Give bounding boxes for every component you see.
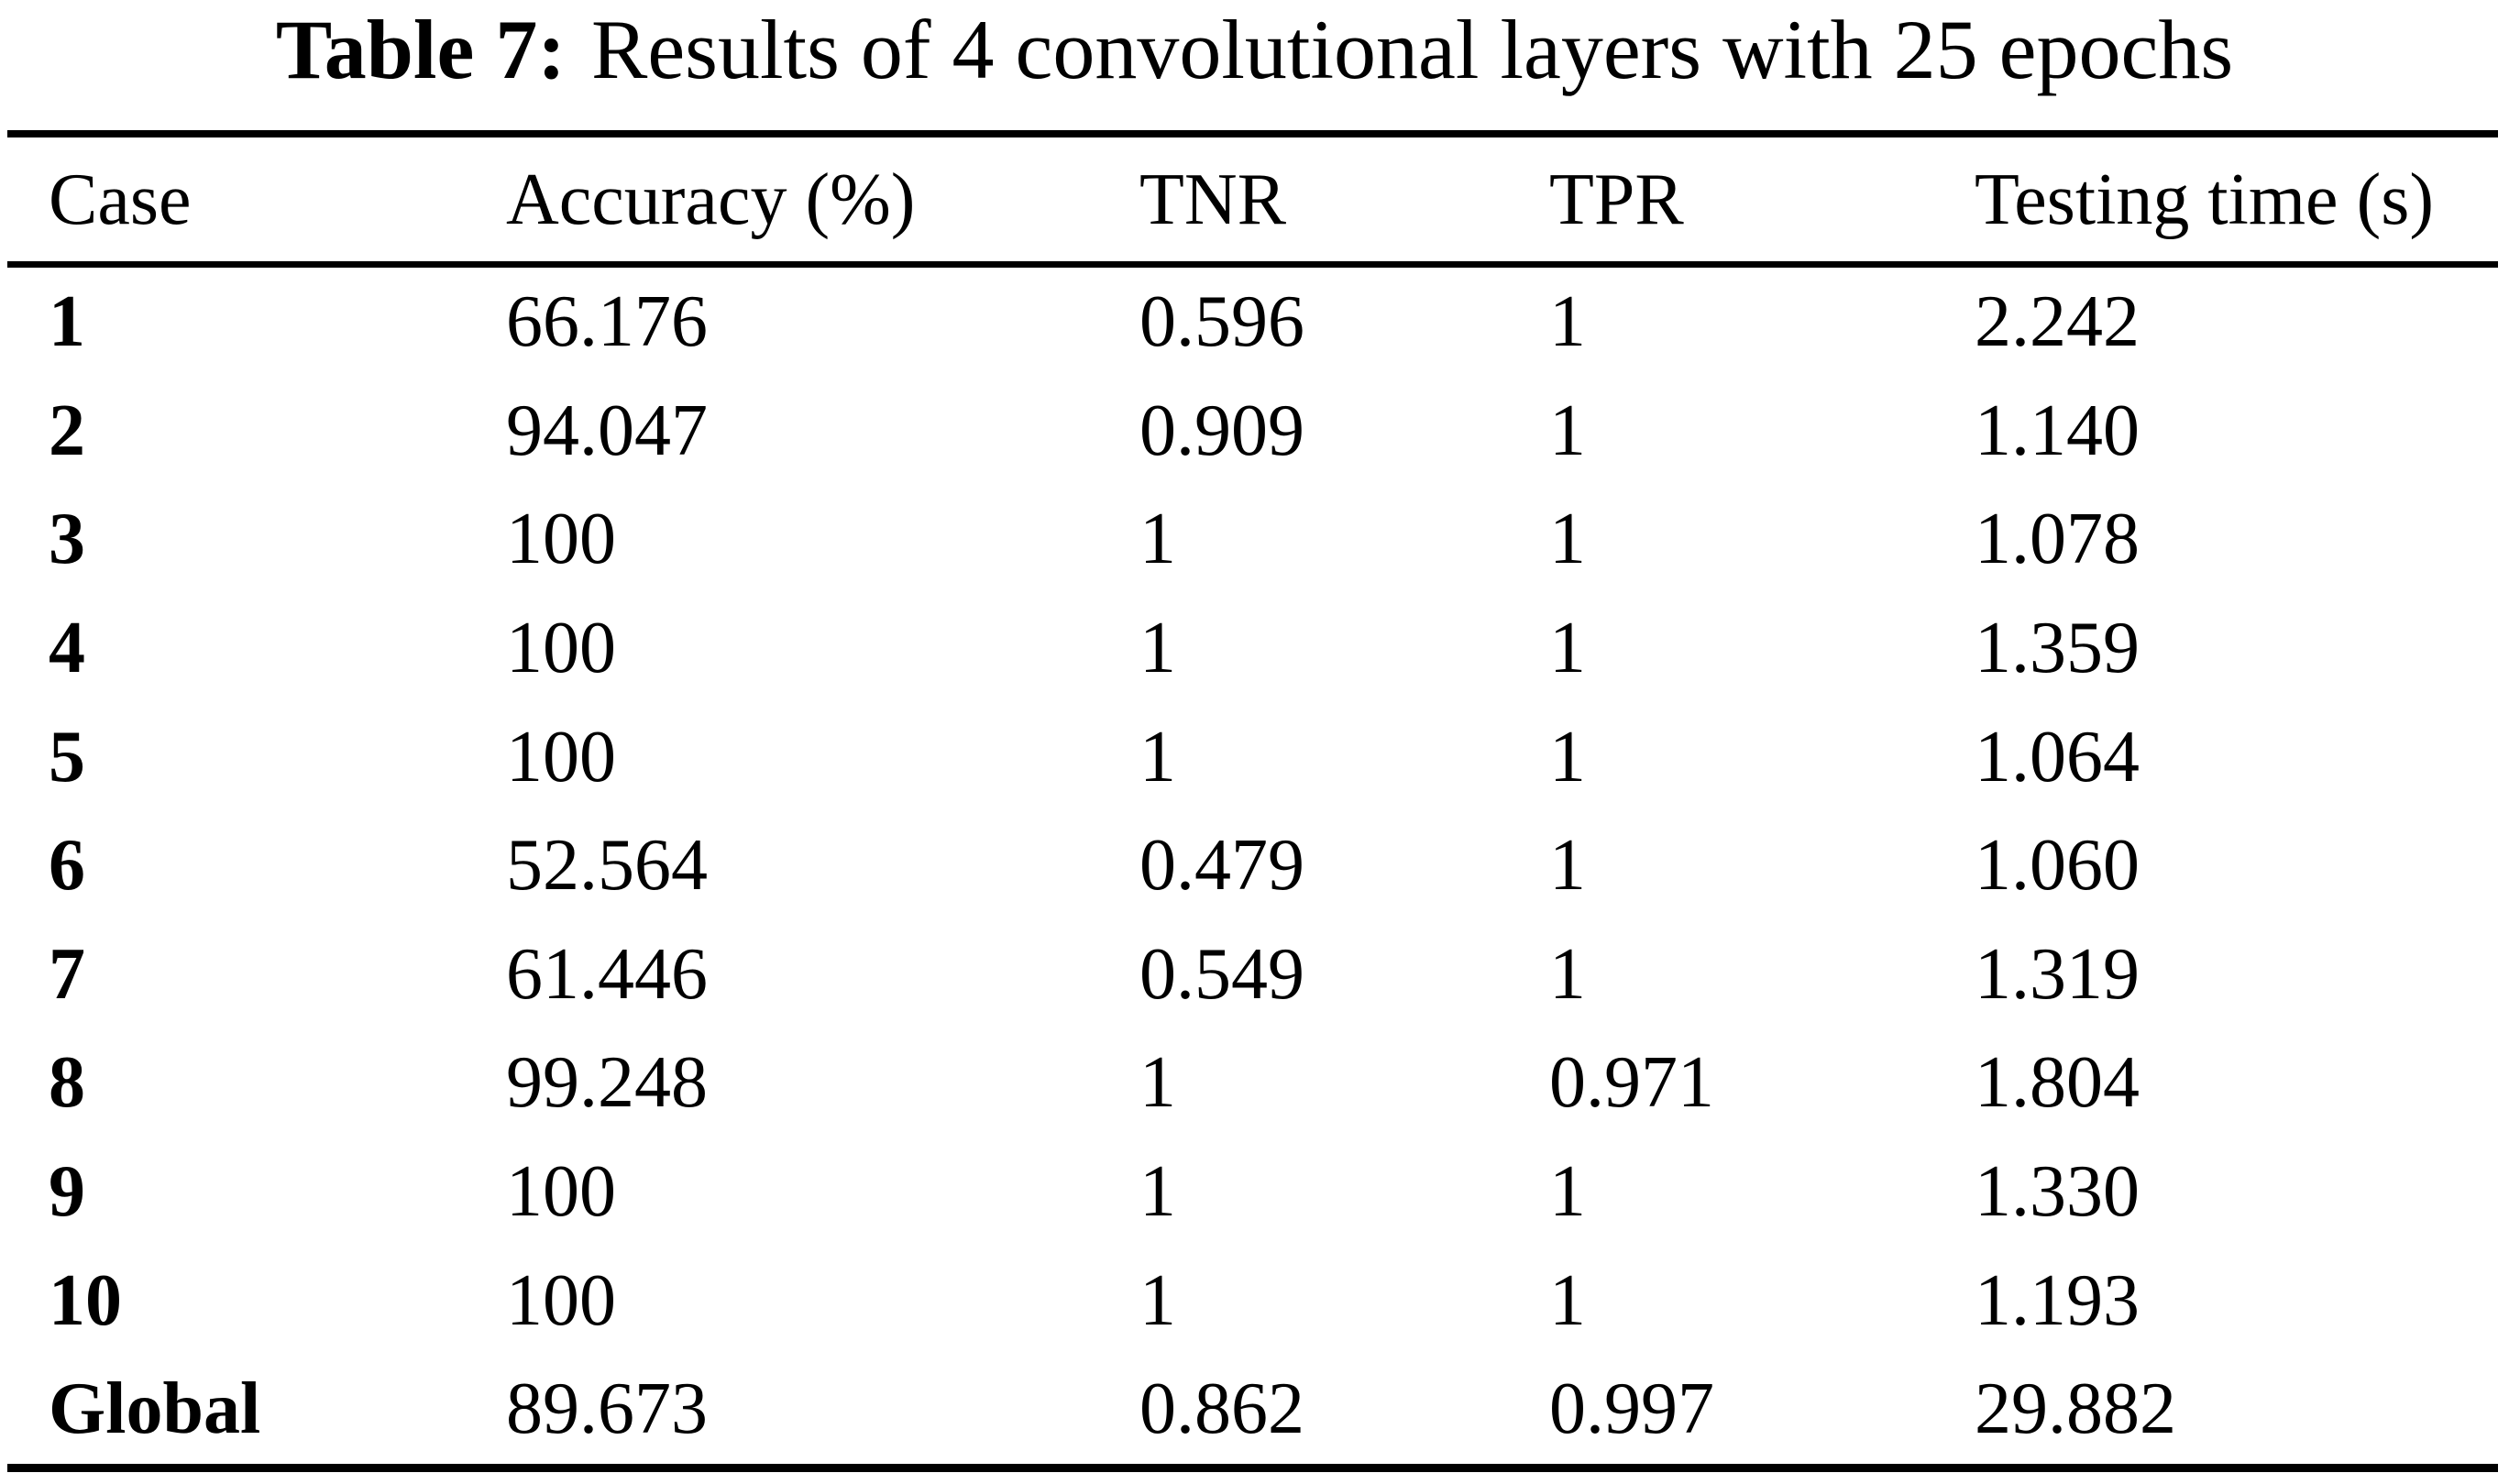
table-row: 2 94.047 0.909 1 1.140 <box>7 377 2498 486</box>
case-cell: 2 <box>49 390 85 471</box>
table-row: 1 66.176 0.596 1 2.242 <box>7 268 2498 377</box>
tnr-cell: 0.479 <box>1139 825 1304 907</box>
accuracy-cell: 100 <box>506 1151 616 1233</box>
case-cell: 4 <box>49 608 85 689</box>
tnr-cell: 1 <box>1139 716 1176 797</box>
tpr-cell: 1 <box>1549 499 1586 580</box>
accuracy-cell: 100 <box>506 499 616 580</box>
testing-time-cell: 1.140 <box>1975 390 2140 471</box>
case-cell: Global <box>49 1369 261 1450</box>
tpr-cell: 0.997 <box>1549 1369 1714 1450</box>
tnr-cell: 1 <box>1139 1042 1176 1124</box>
table-row: 9 100 1 1 1.330 <box>7 1138 2498 1247</box>
case-cell: 6 <box>49 825 85 907</box>
tnr-cell: 0.596 <box>1139 281 1304 363</box>
table-row: 3 100 1 1 1.078 <box>7 485 2498 594</box>
tpr-cell: 1 <box>1549 933 1586 1015</box>
accuracy-cell: 100 <box>506 716 616 797</box>
case-cell: 7 <box>49 933 85 1015</box>
table-row: 8 99.248 1 0.971 1.804 <box>7 1028 2498 1138</box>
tpr-cell: 0.971 <box>1549 1042 1714 1124</box>
table-caption-label: Table 7: <box>275 3 566 96</box>
tnr-cell: 0.549 <box>1139 933 1304 1015</box>
testing-time-cell: 1.359 <box>1975 608 2140 689</box>
table-caption: Table 7: Results of 4 convolutional layer… <box>0 2 2509 99</box>
tpr-cell: 1 <box>1549 1151 1586 1233</box>
tpr-cell: 1 <box>1549 825 1586 907</box>
table-row: 5 100 1 1 1.064 <box>7 702 2498 811</box>
tpr-cell: 1 <box>1549 281 1586 363</box>
case-cell: 9 <box>49 1151 85 1233</box>
table-header-row: Case Accuracy (%) TNR TPR Testing time (… <box>7 130 2498 268</box>
case-cell: 5 <box>49 716 85 797</box>
testing-time-cell: 1.078 <box>1975 499 2140 580</box>
results-table: Case Accuracy (%) TNR TPR Testing time (… <box>7 130 2498 1472</box>
case-cell: 1 <box>49 281 85 363</box>
tpr-cell: 1 <box>1549 390 1586 471</box>
table-row: 4 100 1 1 1.359 <box>7 594 2498 703</box>
tnr-cell: 1 <box>1139 499 1176 580</box>
accuracy-cell: 89.673 <box>506 1369 708 1450</box>
testing-time-cell: 29.882 <box>1975 1369 2176 1450</box>
accuracy-cell: 61.446 <box>506 933 708 1015</box>
tpr-cell: 1 <box>1549 608 1586 689</box>
testing-time-cell: 1.330 <box>1975 1151 2140 1233</box>
case-cell: 3 <box>49 499 85 580</box>
testing-time-cell: 1.064 <box>1975 716 2140 797</box>
column-header-testing-time: Testing time (s) <box>1975 159 2434 240</box>
tnr-cell: 1 <box>1139 1259 1176 1341</box>
case-cell: 8 <box>49 1042 85 1124</box>
table-row: 7 61.446 0.549 1 1.319 <box>7 920 2498 1029</box>
accuracy-cell: 100 <box>506 1259 616 1341</box>
testing-time-cell: 2.242 <box>1975 281 2140 363</box>
tpr-cell: 1 <box>1549 1259 1586 1341</box>
testing-time-cell: 1.060 <box>1975 825 2140 907</box>
column-header-case: Case <box>49 159 192 240</box>
accuracy-cell: 52.564 <box>506 825 708 907</box>
accuracy-cell: 66.176 <box>506 281 708 363</box>
accuracy-cell: 99.248 <box>506 1042 708 1124</box>
table-body: 1 66.176 0.596 1 2.242 2 94.047 0.909 1 … <box>7 268 2498 1472</box>
testing-time-cell: 1.193 <box>1975 1259 2140 1341</box>
table-caption-text: Results of 4 convolutional layers with 2… <box>590 3 2234 96</box>
accuracy-cell: 94.047 <box>506 390 708 471</box>
column-header-tpr: TPR <box>1549 159 1684 240</box>
tnr-cell: 0.909 <box>1139 390 1304 471</box>
tnr-cell: 1 <box>1139 608 1176 689</box>
table-row-global: Global 89.673 0.862 0.997 29.882 <box>7 1355 2498 1464</box>
column-header-tnr: TNR <box>1139 159 1286 240</box>
accuracy-cell: 100 <box>506 608 616 689</box>
testing-time-cell: 1.804 <box>1975 1042 2140 1124</box>
column-header-accuracy: Accuracy (%) <box>506 159 916 240</box>
table-row: 6 52.564 0.479 1 1.060 <box>7 811 2498 920</box>
table-row: 10 100 1 1 1.193 <box>7 1246 2498 1355</box>
tpr-cell: 1 <box>1549 716 1586 797</box>
testing-time-cell: 1.319 <box>1975 933 2140 1015</box>
tnr-cell: 0.862 <box>1139 1369 1304 1450</box>
case-cell: 10 <box>49 1259 122 1341</box>
tnr-cell: 1 <box>1139 1151 1176 1233</box>
